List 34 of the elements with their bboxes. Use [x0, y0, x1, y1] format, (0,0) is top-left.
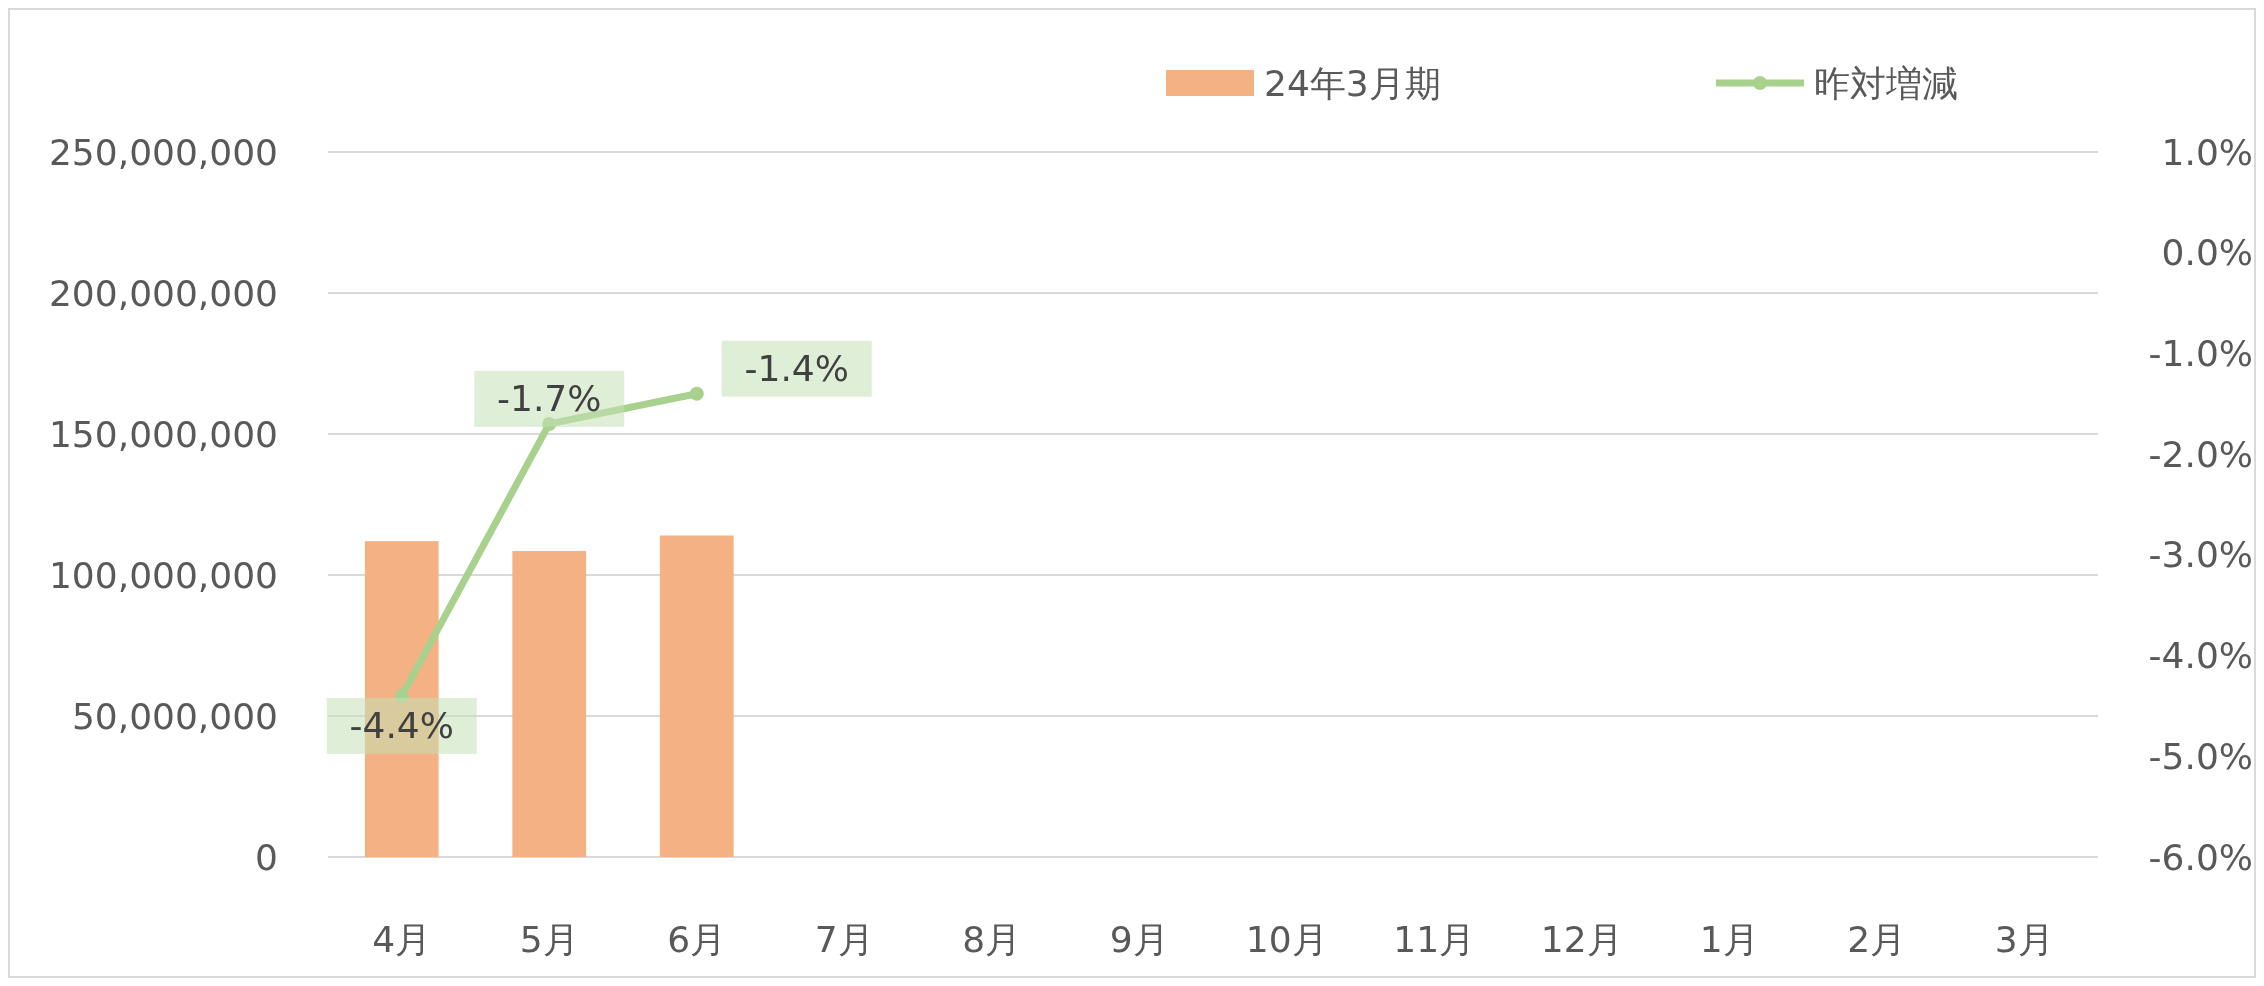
y-tick-label: 0	[255, 836, 278, 878]
x-tick-label: 5月	[519, 918, 579, 960]
data-label: -1.7%	[497, 378, 602, 420]
x-tick-label: 12月	[1540, 918, 1623, 960]
y2-tick-label: -3.0%	[2148, 534, 2253, 576]
x-tick-label: 10月	[1245, 918, 1328, 960]
y2-tick-label: -1.0%	[2148, 332, 2253, 374]
x-tick-label: 1月	[1699, 918, 1759, 960]
y2-tick-label: -4.0%	[2148, 635, 2253, 677]
y-tick-label: 200,000,000	[48, 272, 278, 314]
data-label: -1.4%	[744, 348, 849, 390]
point	[542, 416, 557, 431]
x-tick-label: 6月	[667, 918, 727, 960]
y2-tick-label: 1.0%	[2161, 131, 2253, 173]
legend-label: 昨対増減	[1814, 62, 1958, 104]
y2-tick-label: -6.0%	[2148, 836, 2253, 878]
y2-tick-label: -5.0%	[2148, 735, 2253, 777]
x-tick-label: 7月	[814, 918, 874, 960]
data-label: -4.4%	[349, 705, 454, 747]
point	[689, 386, 704, 401]
y-tick-label: 100,000,000	[48, 554, 278, 596]
x-tick-label: 4月	[372, 918, 432, 960]
y-tick-label: 150,000,000	[48, 413, 278, 455]
x-tick-label: 3月	[1994, 918, 2054, 960]
point	[394, 688, 409, 703]
x-tick-label: 11月	[1393, 918, 1476, 960]
y2-tick-label: -2.0%	[2148, 433, 2253, 475]
x-tick-label: 2月	[1847, 918, 1907, 960]
x-tick-label: 9月	[1109, 918, 1169, 960]
x-tick-label: 8月	[962, 918, 1022, 960]
y2-tick-label: 0.0%	[2161, 232, 2253, 274]
y-tick-label: 250,000,000	[48, 131, 278, 173]
legend-label: 24年3月期	[1264, 62, 1441, 104]
y-tick-label: 50,000,000	[71, 695, 278, 737]
